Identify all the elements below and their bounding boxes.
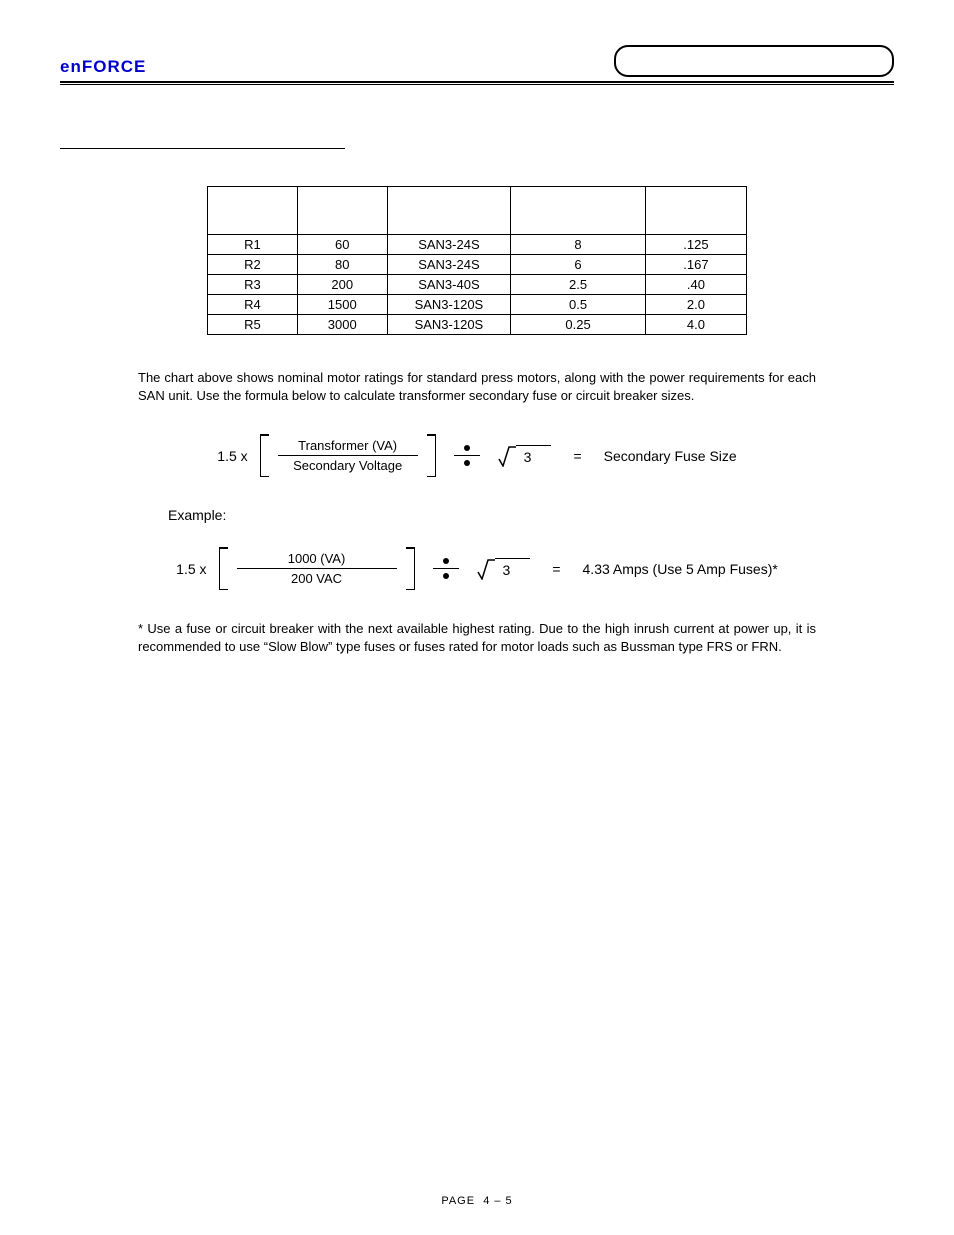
table-cell: 8	[511, 235, 646, 255]
intro-paragraph: The chart above shows nominal motor rati…	[80, 369, 874, 404]
equals-sign: =	[542, 561, 570, 577]
table-header-cell	[511, 187, 646, 235]
bracket-left-icon	[260, 434, 270, 477]
bracket-right-icon	[405, 547, 415, 590]
formula-example: 1.5 x 1000 (VA) 200 VAC 3 = 4.33 Amps (U…	[80, 547, 874, 590]
table-cell: 200	[297, 275, 387, 295]
table-header-cell	[208, 187, 298, 235]
page-footer: PAGE 4 – 5	[0, 1195, 954, 1207]
formula-fraction: Transformer (VA) Secondary Voltage	[270, 434, 426, 477]
formula-bracket: Transformer (VA) Secondary Voltage	[260, 434, 436, 477]
table-cell: 1500	[297, 295, 387, 315]
bracket-right-icon	[426, 434, 436, 477]
table-cell: R4	[208, 295, 298, 315]
formula-multiplier: 1.5 x	[176, 561, 206, 577]
table-cell: 2.5	[511, 275, 646, 295]
formula-secondary-fuse: 1.5 x Transformer (VA) Secondary Voltage…	[80, 434, 874, 477]
table-cell: .40	[645, 275, 746, 295]
table-cell: 0.5	[511, 295, 646, 315]
table-header-cell	[387, 187, 511, 235]
radicand: 3	[516, 445, 552, 467]
formula-bracket: 1000 (VA) 200 VAC	[219, 547, 415, 590]
square-root-icon: 3	[477, 558, 531, 580]
header-badge	[614, 45, 894, 77]
table-cell: .167	[645, 255, 746, 275]
section-title-underline	[60, 133, 345, 149]
table-cell: .125	[645, 235, 746, 255]
table-cell: R2	[208, 255, 298, 275]
table-cell: 2.0	[645, 295, 746, 315]
table-row: R2 80 SAN3-24S 6 .167	[208, 255, 747, 275]
page-number: 4 – 5	[483, 1195, 512, 1207]
table-header-cell	[645, 187, 746, 235]
table-cell: SAN3-24S	[387, 255, 511, 275]
page-label: PAGE	[441, 1195, 475, 1207]
brand-logo: enFORCE	[60, 57, 146, 77]
table-row: R4 1500 SAN3-120S 0.5 2.0	[208, 295, 747, 315]
square-root-icon: 3	[498, 445, 552, 467]
table-cell: SAN3-24S	[387, 235, 511, 255]
formula-result: Secondary Fuse Size	[604, 448, 737, 464]
example-label: Example:	[80, 507, 874, 523]
equals-sign: =	[563, 448, 591, 464]
page: enFORCE R1 60 SAN3-24S 8	[0, 0, 954, 1235]
table-cell: 3000	[297, 315, 387, 335]
bracket-left-icon	[219, 547, 229, 590]
footnote-paragraph: * Use a fuse or circuit breaker with the…	[80, 620, 874, 655]
table-header-row	[208, 187, 747, 235]
division-sign-icon	[427, 558, 465, 580]
spec-table: R1 60 SAN3-24S 8 .125 R2 80 SAN3-24S 6 .…	[207, 186, 747, 335]
formula-denominator: 200 VAC	[291, 569, 342, 586]
page-header: enFORCE	[60, 45, 894, 77]
table-header-cell	[297, 187, 387, 235]
radicand: 3	[495, 558, 531, 580]
division-sign-icon	[448, 445, 486, 467]
header-divider	[60, 81, 894, 85]
formula-result: 4.33 Amps (Use 5 Amp Fuses)*	[583, 561, 778, 577]
table-cell: 60	[297, 235, 387, 255]
formula-numerator: Transformer (VA)	[278, 438, 418, 456]
table-row: R1 60 SAN3-24S 8 .125	[208, 235, 747, 255]
table-row: R3 200 SAN3-40S 2.5 .40	[208, 275, 747, 295]
formula-multiplier: 1.5 x	[217, 448, 247, 464]
formula-fraction: 1000 (VA) 200 VAC	[229, 547, 405, 590]
table-cell: SAN3-120S	[387, 315, 511, 335]
table-row: R5 3000 SAN3-120S 0.25 4.0	[208, 315, 747, 335]
table-cell: SAN3-120S	[387, 295, 511, 315]
content-area: R1 60 SAN3-24S 8 .125 R2 80 SAN3-24S 6 .…	[60, 186, 894, 655]
formula-denominator: Secondary Voltage	[293, 456, 402, 473]
table-cell: 80	[297, 255, 387, 275]
table-cell: SAN3-40S	[387, 275, 511, 295]
table-cell: 4.0	[645, 315, 746, 335]
table-cell: R1	[208, 235, 298, 255]
table-cell: 6	[511, 255, 646, 275]
formula-numerator: 1000 (VA)	[237, 551, 397, 569]
table-cell: R5	[208, 315, 298, 335]
table-cell: R3	[208, 275, 298, 295]
table-cell: 0.25	[511, 315, 646, 335]
